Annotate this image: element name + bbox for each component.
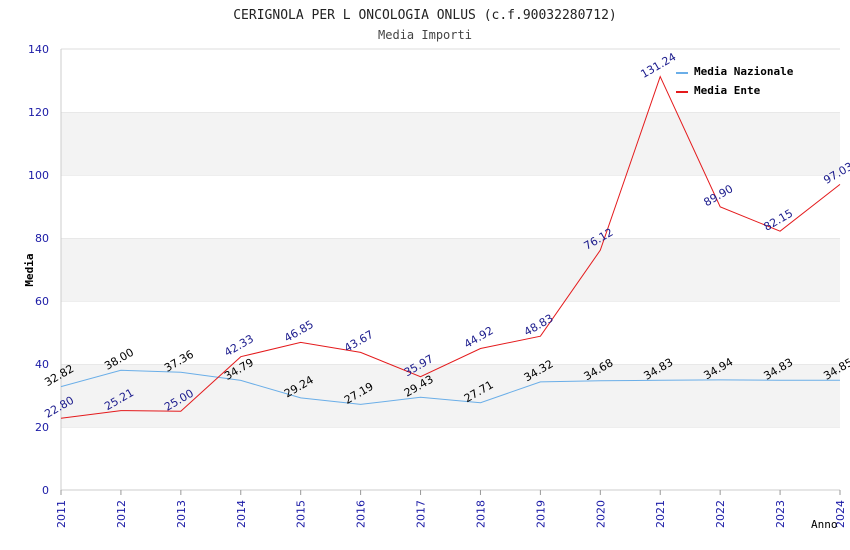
plot-band <box>61 112 840 175</box>
x-tick-label: 2012 <box>115 500 128 528</box>
x-tick-label: 2013 <box>175 500 188 528</box>
x-axis-label: Anno <box>811 518 838 531</box>
series-line <box>60 75 841 419</box>
x-tick-label: 2015 <box>295 500 308 528</box>
plot-background <box>61 48 840 490</box>
series-line <box>60 369 841 405</box>
chart-subtitle: Media Importi <box>378 28 472 42</box>
plot-band <box>61 301 840 364</box>
plot-band <box>61 238 840 301</box>
x-tick-label: 2023 <box>774 500 787 528</box>
x-tick-label: 2011 <box>55 500 68 528</box>
legend: Media Nazionale Media Ente <box>676 65 794 97</box>
x-tick-label: 2019 <box>534 500 547 528</box>
x-tick-label: 2020 <box>594 500 607 528</box>
y-tick-label: 100 <box>28 169 49 182</box>
legend-label: Media Ente <box>694 84 761 97</box>
x-tick-label: 2014 <box>235 500 248 528</box>
y-tick-label: 0 <box>42 484 49 497</box>
plot-band <box>61 427 840 490</box>
x-tick-label: 2022 <box>714 500 727 528</box>
y-tick-label: 120 <box>28 106 49 119</box>
x-tick-label: 2018 <box>474 500 487 528</box>
y-tick-label: 60 <box>35 295 49 308</box>
plot-band <box>61 364 840 427</box>
series-lines <box>60 75 841 419</box>
x-tick-label: 2024 <box>834 500 847 528</box>
x-tick-label: 2017 <box>415 500 428 528</box>
x-axis: 2011 2012 2013 2014 2015 2016 2017 2018 2019 2020… <box>55 489 847 528</box>
y-tick-label: 80 <box>35 232 49 245</box>
y-axis-label: Media <box>23 253 36 286</box>
y-tick-label: 40 <box>35 358 49 371</box>
plot-band <box>61 49 840 112</box>
x-tick-label: 2021 <box>654 500 667 528</box>
y-tick-label: 140 <box>28 43 49 56</box>
legend-label: Media Nazionale <box>694 65 794 78</box>
y-tick-label: 20 <box>35 421 49 434</box>
y-axis: 0 20 40 60 80 100 120 140 <box>28 43 62 497</box>
x-tick-label: 2016 <box>355 500 368 528</box>
chart-title: CERIGNOLA PER L ONCOLOGIA ONLUS (c.f.900… <box>233 8 617 23</box>
